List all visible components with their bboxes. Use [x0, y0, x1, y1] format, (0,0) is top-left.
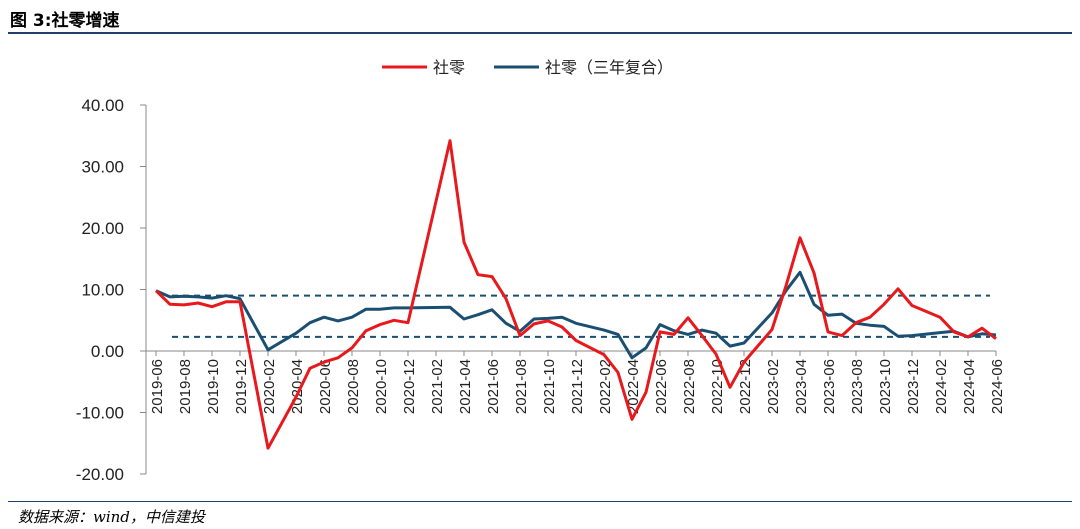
line-chart: 社零 社零（三年复合） 40.00 30.00 20.00 10.00 0.00 -10.0… [76, 58, 1006, 484]
y-tick-label: 10.00 [81, 281, 124, 300]
x-tick-label: 2019-06 [149, 359, 166, 414]
x-tick-label: 2020-08 [345, 359, 362, 414]
x-tick-label: 2019-12 [233, 359, 250, 414]
x-tick-label: 2021-10 [541, 359, 558, 414]
x-tick-label: 2021-08 [513, 359, 530, 414]
legend-label: 社零（三年复合） [545, 58, 673, 77]
reference-lines [172, 294, 990, 338]
x-tick-label: 2022-10 [709, 359, 726, 414]
x-tick-label: 2023-02 [765, 359, 782, 414]
x-tick-label: 2024-02 [933, 359, 950, 414]
x-tick-label: 2021-12 [569, 359, 586, 414]
title-rule [8, 32, 1072, 34]
y-tick-label: 20.00 [81, 219, 124, 238]
x-tick-label: 2022-02 [597, 359, 614, 414]
y-tick-label: -10.00 [76, 404, 124, 423]
y-tick-label: -20.00 [76, 465, 124, 484]
footer-rule [8, 501, 1072, 502]
x-tick-label: 2021-06 [485, 359, 502, 414]
figure-title: 图 3:社零增速 [10, 11, 120, 31]
y-tick-label: 30.00 [81, 158, 124, 177]
x-tick-label: 2022-08 [681, 359, 698, 414]
series-lines [154, 139, 997, 450]
x-tick-label: 2023-12 [905, 359, 922, 414]
x-tick-label: 2020-02 [261, 359, 278, 414]
series-line-retail-sales-3yr [155, 270, 997, 360]
axes: 40.00 30.00 20.00 10.00 0.00 -10.00 -20.00 2019… [76, 96, 1006, 484]
x-tick-label: 2023-08 [849, 359, 866, 414]
x-tick-label: 2022-12 [737, 359, 754, 414]
x-tick-label: 2023-10 [877, 359, 894, 414]
x-tick-label: 2019-08 [177, 359, 194, 414]
x-tick-label: 2020-10 [373, 359, 390, 414]
legend-label: 社零 [433, 58, 465, 77]
x-tick-label: 2020-06 [317, 359, 334, 414]
x-tick-label: 2021-02 [429, 359, 446, 414]
y-tick-label: 0.00 [91, 342, 124, 361]
x-tick-label: 2019-10 [205, 359, 222, 414]
legend: 社零 社零（三年复合） [382, 58, 673, 77]
x-tick-label: 2023-06 [821, 359, 838, 414]
x-tick-label: 2022-06 [653, 359, 670, 414]
y-tick-label: 40.00 [81, 96, 124, 115]
series-line-retail-sales [154, 139, 997, 450]
x-tick-label: 2022-04 [625, 359, 642, 414]
source-note: 数据来源：wind，中信建投 [18, 508, 205, 526]
x-tick-label: 2021-04 [457, 359, 474, 414]
x-tick-label: 2023-04 [793, 359, 810, 414]
x-tick-label: 2024-04 [961, 359, 978, 414]
x-tick-label: 2024-06 [989, 359, 1006, 414]
x-tick-label: 2020-12 [401, 359, 418, 414]
